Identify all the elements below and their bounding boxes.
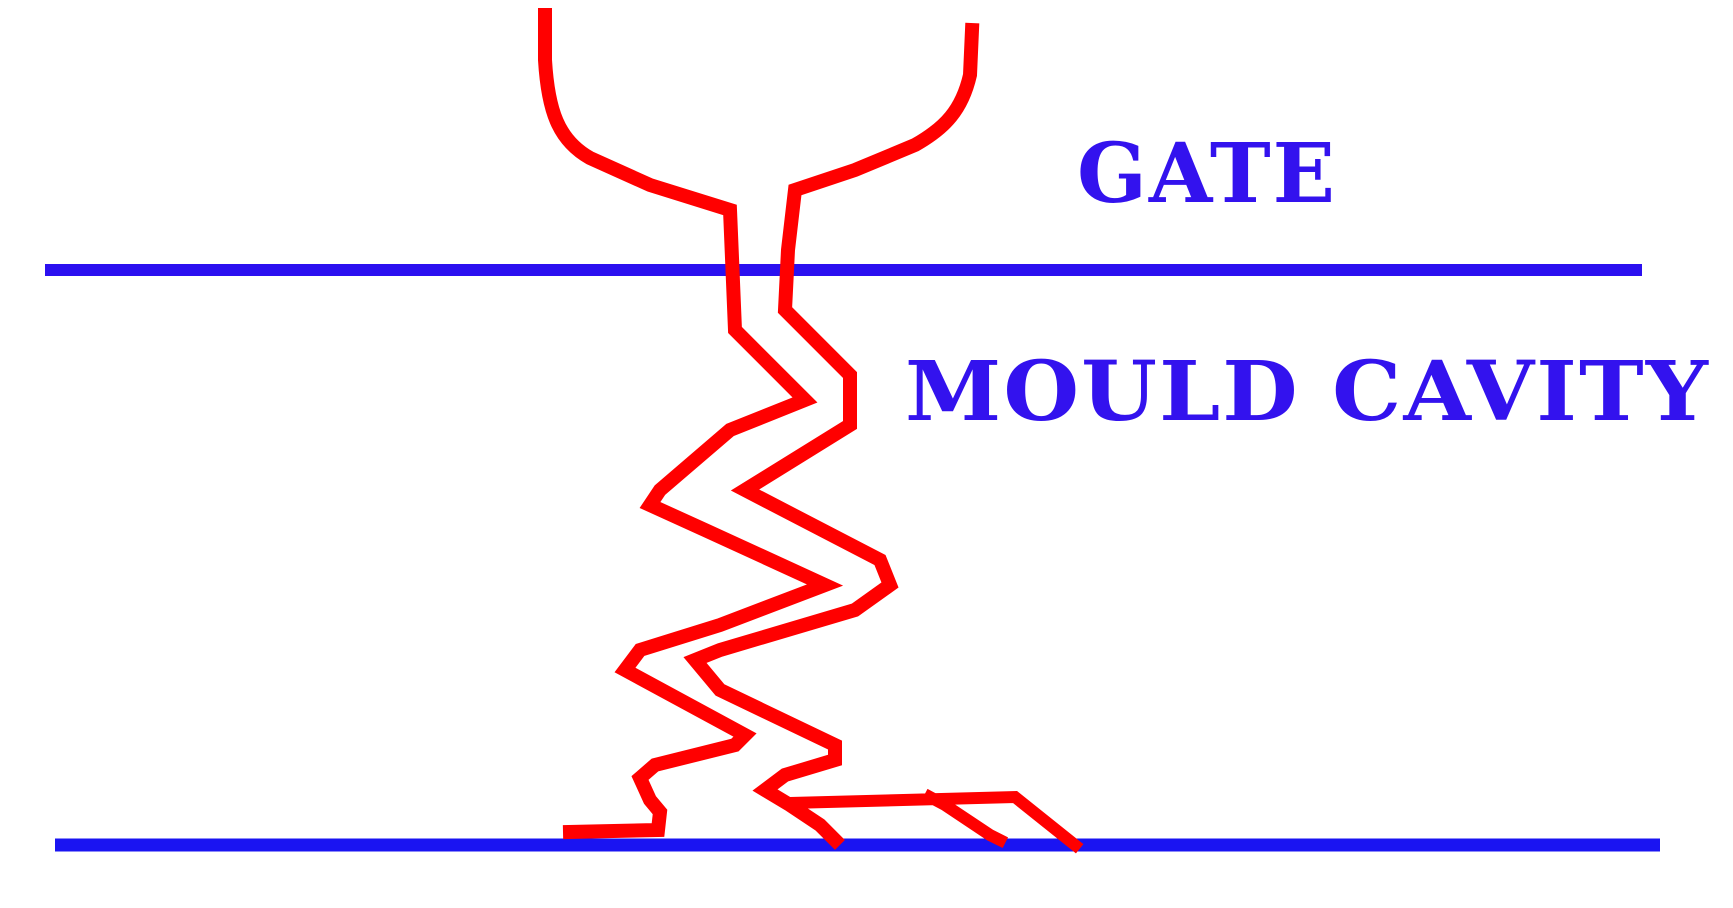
right-flow-stream xyxy=(683,22,980,850)
gate-label: GATE xyxy=(1077,126,1337,222)
bottom-flow-spread xyxy=(783,788,1084,854)
left-flow-stream xyxy=(538,8,844,840)
mould-cavity-label: MOULD CAVITY xyxy=(905,344,1710,440)
